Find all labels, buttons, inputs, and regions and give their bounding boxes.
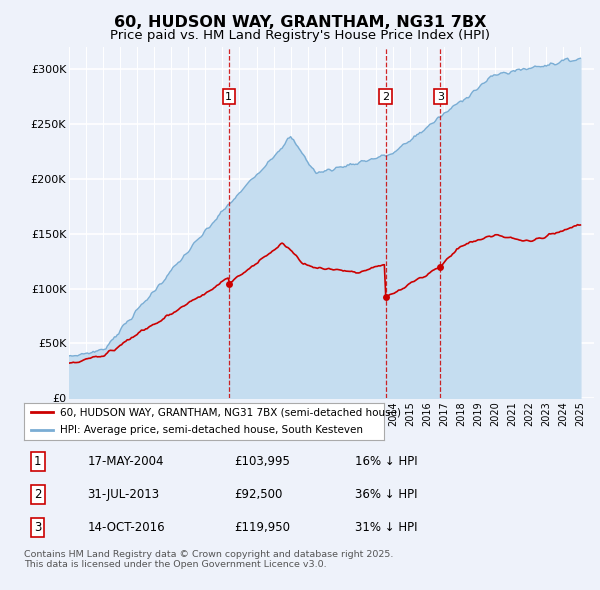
Text: £103,995: £103,995 [234,454,290,468]
Text: 3: 3 [437,91,444,101]
Text: 16% ↓ HPI: 16% ↓ HPI [355,454,418,468]
Text: £119,950: £119,950 [234,520,290,534]
Text: 17-MAY-2004: 17-MAY-2004 [88,454,164,468]
Text: Contains HM Land Registry data © Crown copyright and database right 2025.
This d: Contains HM Land Registry data © Crown c… [24,550,394,569]
Text: 2: 2 [382,91,389,101]
Text: 31-JUL-2013: 31-JUL-2013 [88,487,160,501]
Text: 60, HUDSON WAY, GRANTHAM, NG31 7BX: 60, HUDSON WAY, GRANTHAM, NG31 7BX [114,15,486,30]
Text: 3: 3 [34,520,41,534]
Text: Price paid vs. HM Land Registry's House Price Index (HPI): Price paid vs. HM Land Registry's House … [110,30,490,42]
Text: 1: 1 [34,454,41,468]
Text: 31% ↓ HPI: 31% ↓ HPI [355,520,418,534]
Text: 2: 2 [34,487,41,501]
Text: £92,500: £92,500 [234,487,282,501]
Text: 60, HUDSON WAY, GRANTHAM, NG31 7BX (semi-detached house): 60, HUDSON WAY, GRANTHAM, NG31 7BX (semi… [60,407,401,417]
Text: HPI: Average price, semi-detached house, South Kesteven: HPI: Average price, semi-detached house,… [60,425,363,435]
Text: 14-OCT-2016: 14-OCT-2016 [88,520,165,534]
Text: 36% ↓ HPI: 36% ↓ HPI [355,487,418,501]
Text: 1: 1 [226,91,232,101]
